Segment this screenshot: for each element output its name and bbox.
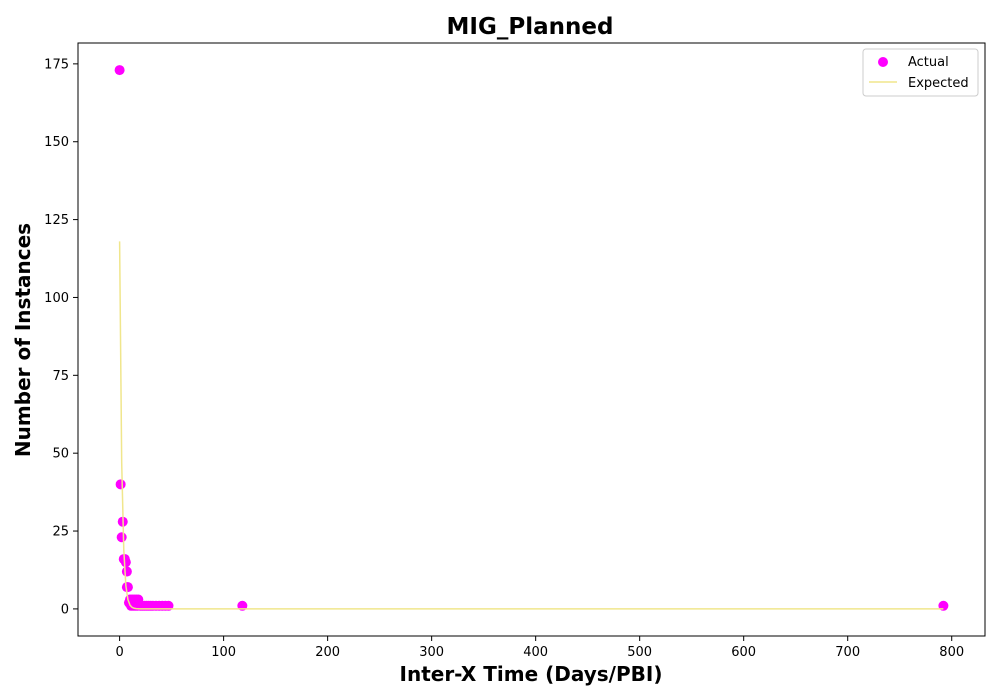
x-tick-label: 600 [731,645,756,660]
x-tick-label: 800 [939,645,964,660]
y-tick-label: 150 [44,135,69,150]
x-tick-label: 200 [315,645,340,660]
x-tick-label: 500 [627,645,652,660]
plot-frame [77,42,986,637]
chart-title: MIG_Planned [447,14,614,40]
actual-point [121,566,132,577]
y-axis-label: Number of Instances [11,223,35,457]
x-tick-label: 300 [419,645,444,660]
y-tick-label: 175 [44,57,69,72]
x-tick-label: 700 [835,645,860,660]
legend-actual-marker [878,57,888,67]
legend-expected-label: Expected [908,76,969,91]
actual-point [120,557,131,568]
actual-point [115,479,126,490]
plot-area [114,65,949,611]
x-axis-label: Inter-X Time (Days/PBI) [400,662,663,686]
actual-point [122,582,133,593]
actual-point [116,532,127,543]
y-tick-label: 125 [44,213,69,228]
y-tick-label: 75 [52,369,69,384]
y-tick-label: 25 [52,525,69,540]
actual-point [114,65,125,76]
y-tick-label: 50 [52,447,69,462]
y-tick-label: 0 [61,602,69,617]
legend-actual-label: Actual [908,55,949,70]
expected-line [118,241,944,610]
x-tick-label: 100 [211,645,236,660]
y-axis: 0 25 50 75 100 125 150 175 [44,57,78,617]
x-axis: 0 100 200 300 400 500 600 700 800 [115,636,964,660]
y-tick-label: 100 [44,291,69,306]
x-tick-label: 400 [523,645,548,660]
legend: Actual Expected [862,48,979,97]
x-tick-label: 0 [115,645,123,660]
legend-box [862,48,979,97]
